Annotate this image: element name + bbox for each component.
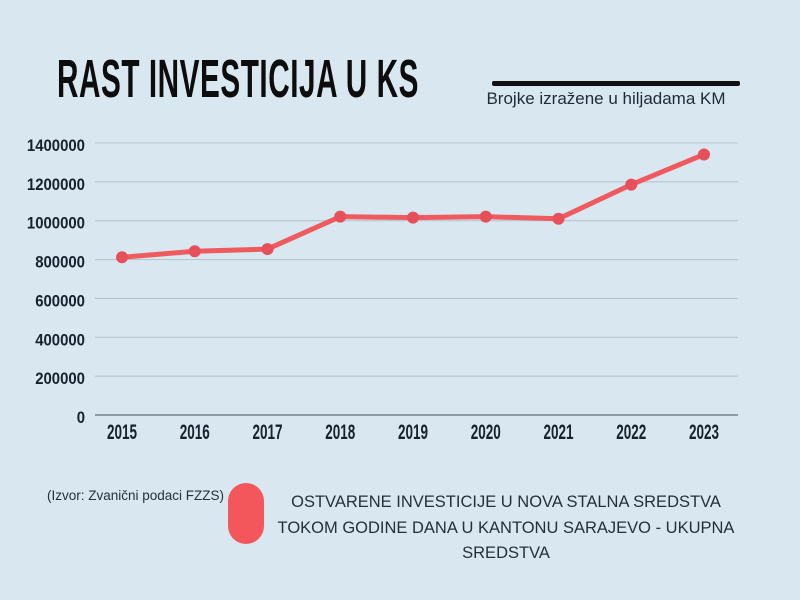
data-point [625,178,638,191]
x-tick-label: 2021 [544,421,574,444]
x-axis-labels: 2015 2016 2017 2018 2019 2020 2021 2022 2023 [107,421,719,444]
x-tick-label: 2023 [689,421,719,444]
source-note: (Izvor: Zvanični podaci FZZS) [46,488,225,503]
x-tick-label: 2016 [180,421,210,444]
y-tick-label: 200000 [35,370,85,388]
data-point [698,148,710,161]
data-point [188,245,201,258]
x-tick-label: 2017 [253,421,283,444]
x-tick-label: 2022 [616,421,646,444]
data-point [334,210,347,223]
x-tick-label: 2020 [471,421,501,444]
x-tick-label: 2015 [107,421,137,444]
x-tick-label: 2018 [325,421,355,444]
data-line [119,151,707,260]
data-points [116,148,710,264]
title-divider [492,81,740,86]
y-tick-label: 600000 [35,292,85,310]
data-point [116,251,128,264]
chart-subtitle: Brojke izražene u hiljadama KM [486,89,726,108]
y-axis-labels: 0 200000 400000 600000 800000 1000000 1200000 1… [27,137,85,427]
legend-label: OSTVARENE INVESTICIJE U NOVA STALNA SRED… [277,493,735,562]
data-point [552,212,565,225]
data-point [479,210,492,223]
y-tick-label: 400000 [35,331,85,349]
data-point [261,243,274,256]
y-tick-label: 1400000 [27,137,85,155]
x-tick-label: 2019 [398,421,428,444]
data-point [407,211,419,224]
y-tick-label: 1000000 [27,215,85,233]
gridlines [95,142,738,416]
page-title: RAST INVESTICIJA U KS [57,49,419,109]
y-tick-label: 0 [77,409,85,427]
y-tick-label: 1200000 [27,176,85,194]
series-color-pill [228,483,264,544]
y-tick-label: 800000 [35,254,85,272]
